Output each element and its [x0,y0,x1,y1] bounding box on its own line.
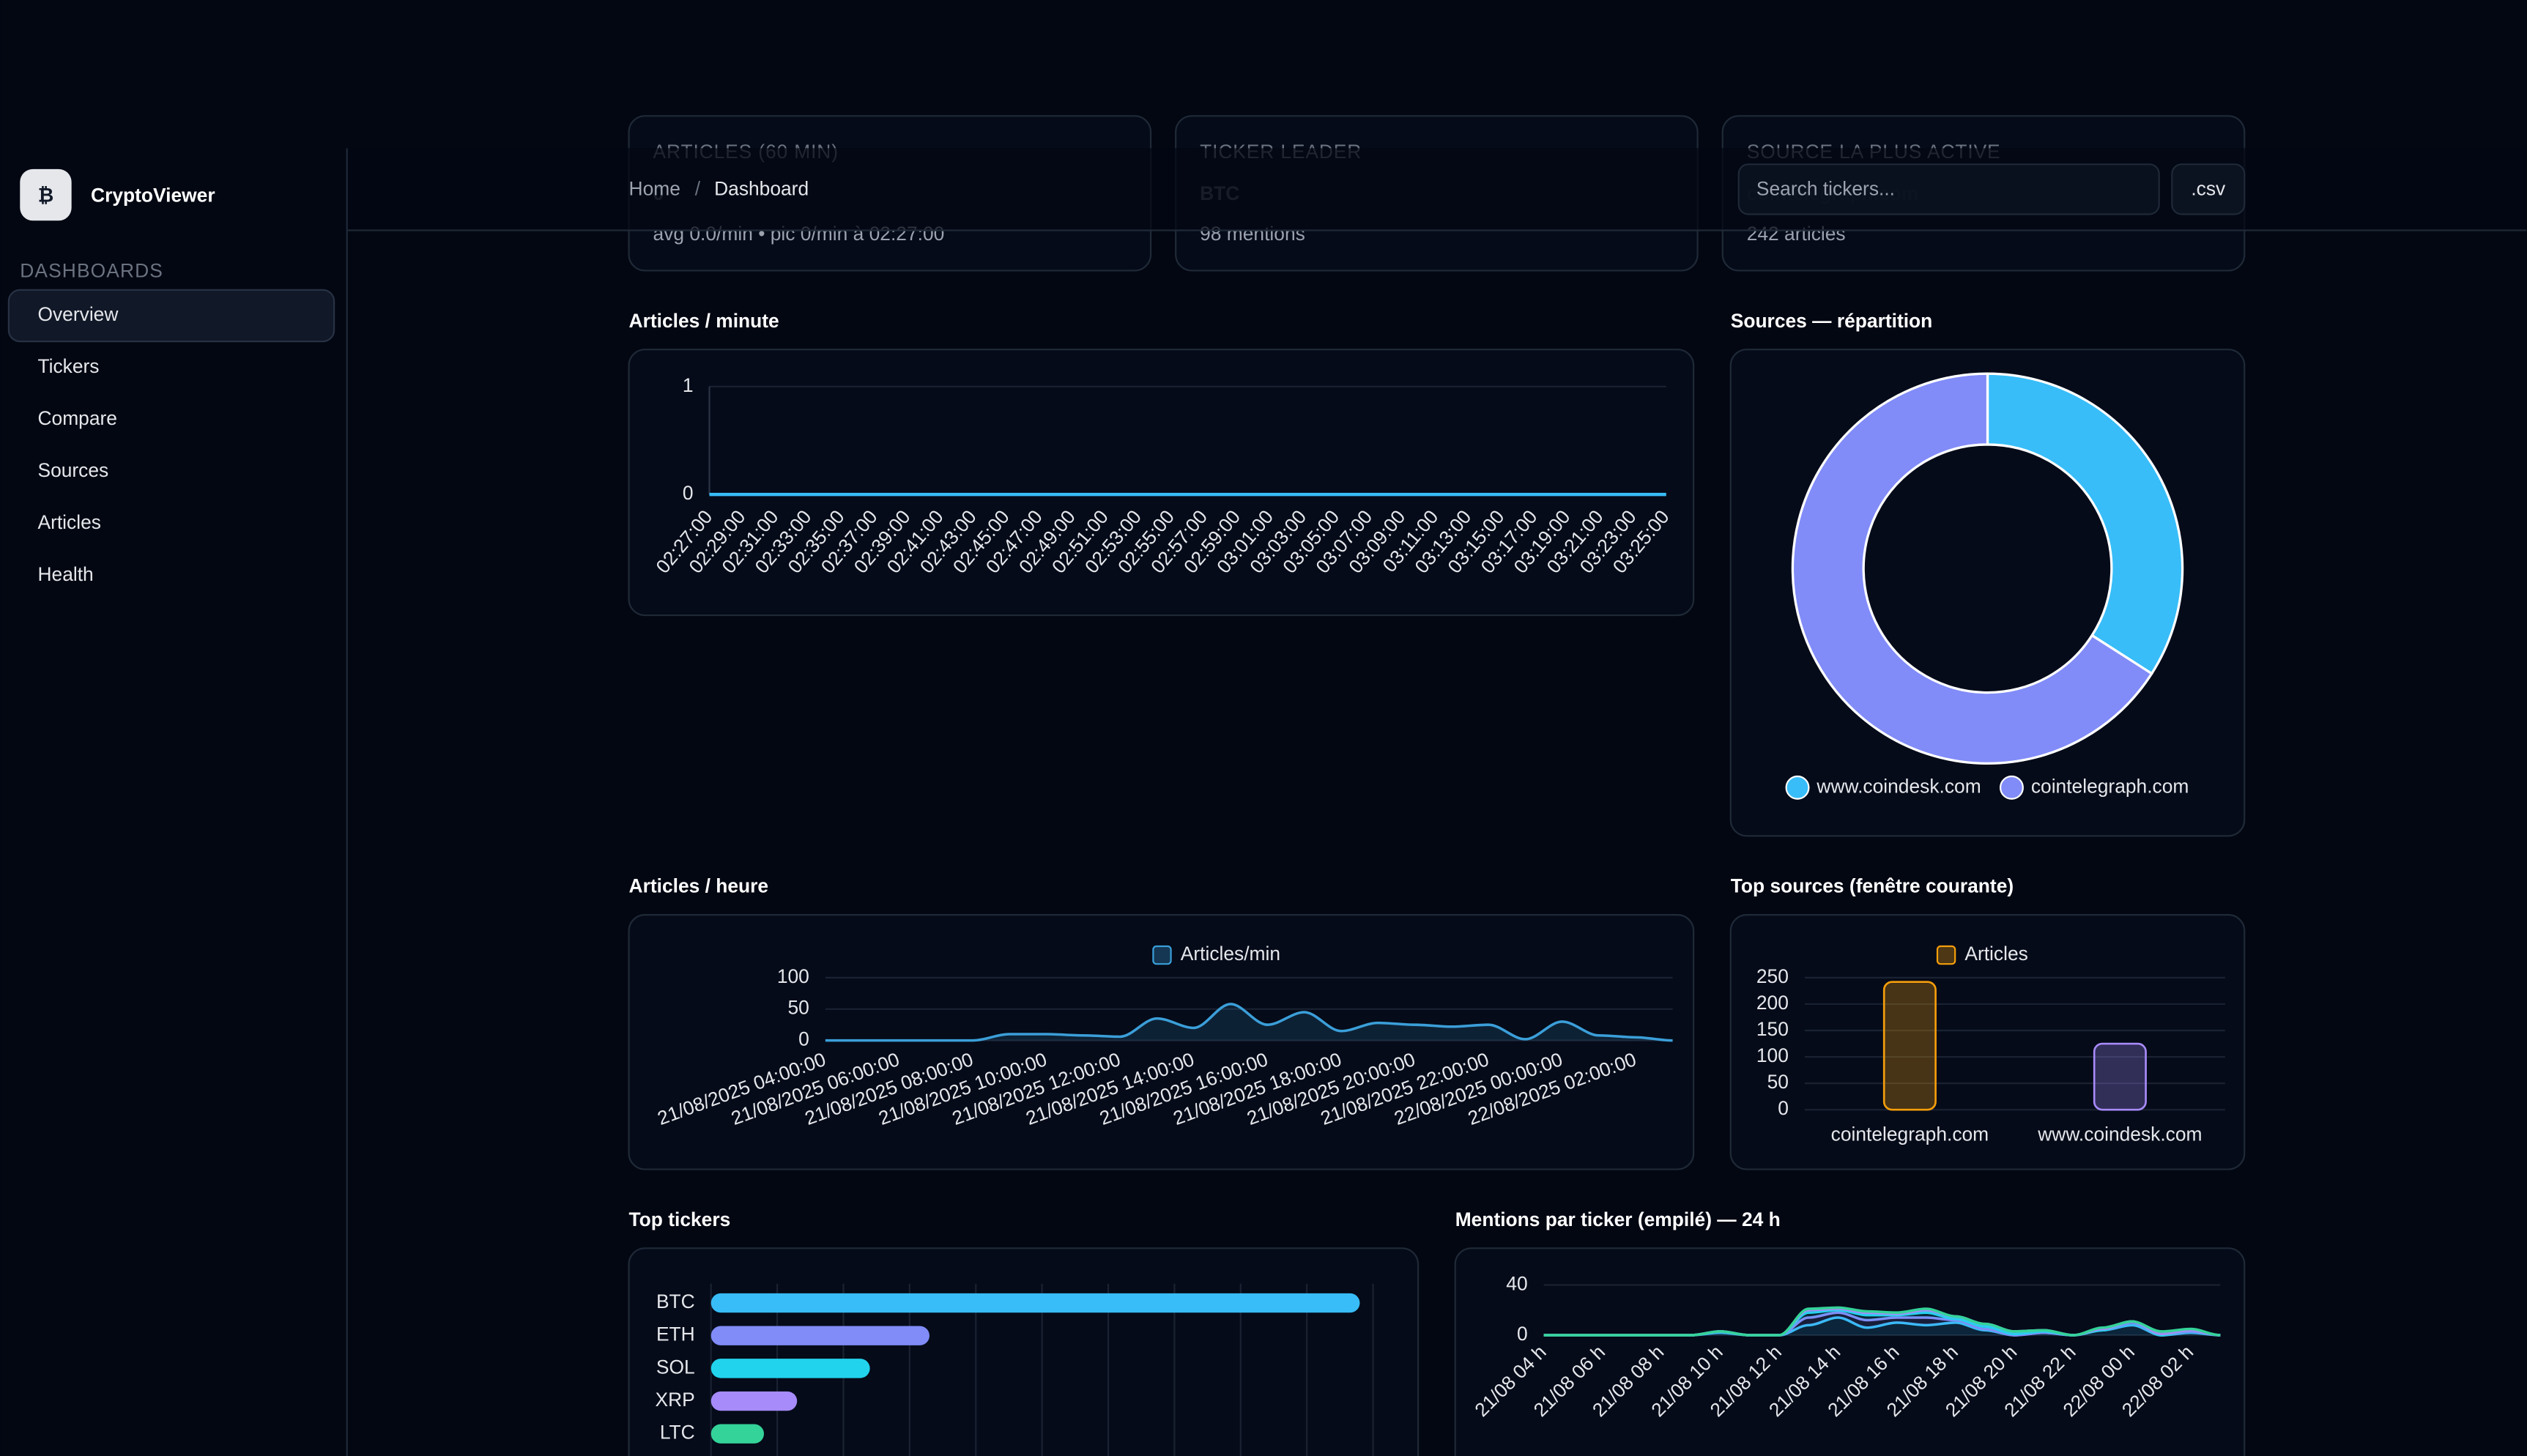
legend: www.coindesk.com cointelegraph.com [1785,775,2189,800]
y-tick-label: ETH [656,1323,695,1345]
chart: Articles / minute0102:27:0002:29:0002:31… [628,310,1695,617]
chart-card [628,349,1695,617]
nav-active [7,289,335,343]
legend: Articles/min [1152,943,1280,965]
search-placeholder: Search tickers... [1756,177,1895,199]
nav-item[interactable]: Overview [37,303,119,325]
y-tick-label: BTC [656,1290,695,1312]
legend-label: cointelegraph.com [2031,775,2189,797]
area-line [1543,1306,2221,1337]
legend-swatch [1999,775,2024,800]
bar [710,1391,798,1411]
chart-title: Top sources (fenêtre courante) [1731,875,2014,897]
nav-section: DASHBOARDS [20,260,163,282]
bar [1882,981,1937,1111]
y-tick-label: 40 [1506,1272,1527,1294]
breadcrumb-home[interactable]: Home [629,177,680,199]
nav: Overview Tickers Compare Sources Articles Hea… [7,289,335,585]
bar [710,1293,1360,1313]
brand: CryptoViewer [91,184,215,206]
nav-item[interactable]: Health [37,563,93,585]
legend-swatch [1785,775,1810,800]
y-tick-label: 150 [1756,1018,1789,1040]
bar [710,1359,870,1378]
chart-title: Articles / minute [629,310,779,332]
y-tick-label: SOL [656,1356,695,1378]
y-tick-label: XRP [655,1389,694,1411]
y-tick-label: 0 [1517,1323,1528,1345]
breadcrumb-current: Dashboard [714,177,809,199]
legend: Articles [1936,943,2028,965]
area-fill [825,1003,1673,1041]
nav-item[interactable]: Articles [37,511,100,533]
search-input[interactable] [1737,163,2160,215]
nav-item[interactable]: Sources [37,459,108,481]
doughnut-slice [1791,372,2153,765]
y-tick-label: 0 [798,1028,809,1050]
y-tick-label: 100 [1756,1044,1789,1066]
logo-symbol: ₿ [38,184,54,206]
y-tick-label: 200 [1756,992,1789,1014]
y-tick-label: 50 [1767,1071,1789,1093]
legend-label: Articles [1964,943,2027,965]
charts: Articles / minute0102:27:0002:29:0002:31… [628,310,2246,1456]
chart-title: Top tickers [629,1208,731,1230]
area-line [825,1003,1673,1042]
legend-swatch [1152,945,1172,965]
y-tick-label: LTC [660,1422,695,1444]
export-button[interactable] [2171,163,2246,215]
chart: Mentions par ticker (empilé) — 24 h04021… [1454,1208,2246,1456]
y-tick-label: 250 [1756,965,1789,987]
chart: Top sources (fenêtre courante) 0 50 100 150 2… [1729,875,2246,1170]
nav-item[interactable]: Compare [37,407,116,429]
chart: Top tickers BTC ETH SOL XRP LTC [628,1208,1420,1456]
y-tick-label: 0 [683,482,694,504]
chart-title: Mentions par ticker (empilé) — 24 h [1455,1208,1781,1230]
chart-title: Sources — répartition [1731,310,1933,332]
logo [20,168,72,221]
legend-label: www.coindesk.com [1816,775,1981,797]
chart: Sources — répartition www.coindesk.com coi… [1729,310,2246,837]
bar [710,1326,929,1345]
chart-card [1454,1247,2246,1456]
nav-item[interactable]: Tickers [37,355,99,377]
export-label: .csv [2191,177,2226,199]
bar [2093,1042,2147,1111]
x-tick-label: www.coindesk.com [2037,1123,2202,1145]
legend-swatch [1936,945,1956,965]
legend-label: Articles/min [1181,943,1280,965]
bar [710,1424,765,1444]
y-tick-label: 50 [788,997,809,1019]
y-tick-label: 1 [683,374,694,396]
header-bar [346,148,2527,231]
x-tick-label: cointelegraph.com [1831,1123,1989,1145]
y-tick-label: 100 [777,965,809,987]
y-tick-label: 0 [1778,1097,1789,1119]
chart-title: Articles / heure [629,875,769,897]
doughnut-slice [1986,372,2184,675]
area-fill [1543,1312,2221,1336]
breadcrumb-separator: / [695,177,701,199]
